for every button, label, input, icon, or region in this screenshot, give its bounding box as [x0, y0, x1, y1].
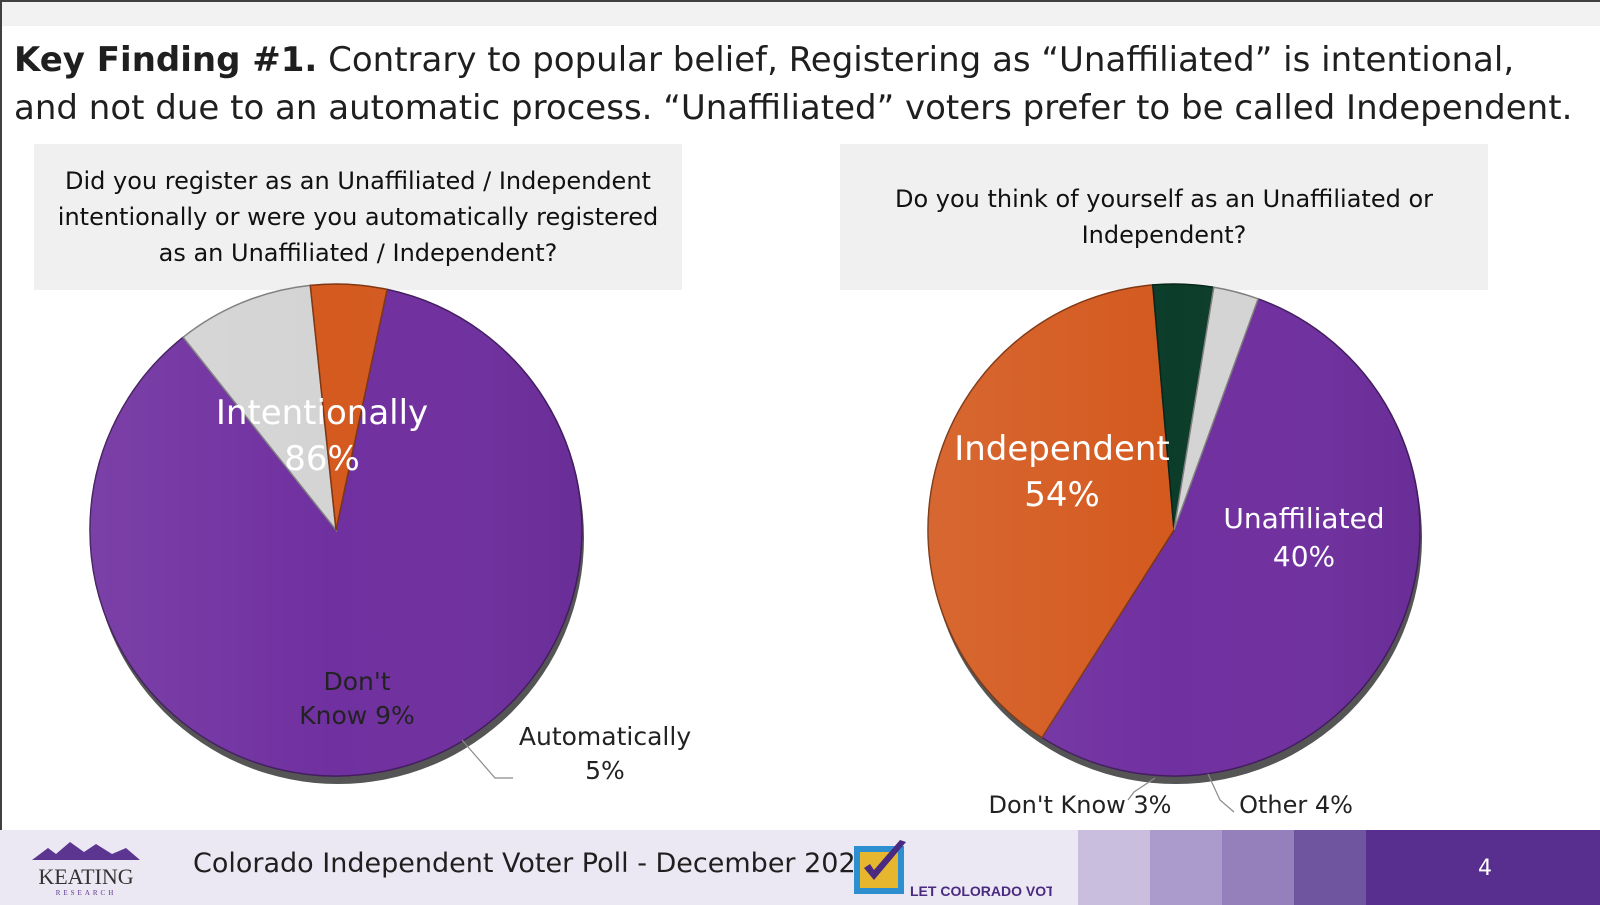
top-strip [0, 0, 1600, 26]
slice-label-don-t-know: Don't Know 9% [299, 667, 415, 730]
slide-edge [0, 0, 2, 905]
keating-logo-text: KEATING [38, 864, 133, 889]
footer: KEATING RESEARCH Colorado Independent Vo… [0, 830, 1600, 905]
title-rest: Contrary to popular belief, Registering … [14, 40, 1573, 128]
checkmark-icon [864, 840, 906, 880]
leader-line [1127, 777, 1156, 801]
footer-block [1222, 830, 1294, 905]
footer-color-blocks [1078, 830, 1600, 905]
leader-line [461, 739, 513, 779]
footer-block [1366, 830, 1600, 905]
poll-name: Colorado Independent Voter Poll - Decemb… [193, 848, 873, 879]
footer-block [1294, 830, 1366, 905]
footer-block [1078, 830, 1150, 905]
keating-research-logo: KEATING RESEARCH [32, 842, 140, 897]
page-number: 4 [1478, 856, 1492, 881]
question-left: Did you register as an Unaffiliated / In… [34, 144, 682, 290]
slide-title: Key Finding #1. Contrary to popular beli… [14, 36, 1584, 132]
pie-sheen [90, 284, 582, 776]
lcv-logo-text: LET COLORADO VOTE [910, 883, 1052, 899]
keating-sub-text: RESEARCH [56, 889, 117, 897]
pie-sheen [928, 284, 1420, 776]
slice-label-other: Other 4% [1239, 791, 1353, 819]
slice-label-unaffiliated: Unaffiliated 40% [1223, 502, 1384, 573]
question-right: Do you think of yourself as an Unaffilia… [840, 144, 1488, 290]
title-bold: Key Finding #1. [14, 40, 318, 80]
slice-label-don-t-know: Don't Know 3% [989, 791, 1172, 819]
let-colorado-vote-logo: LET COLORADO VOTE [854, 840, 1052, 899]
footer-block [1150, 830, 1222, 905]
slice-label-automatically: Automatically 5% [519, 722, 691, 785]
slice-label-independent: Independent 54% [954, 429, 1170, 515]
slice-label-intentionally: Intentionally 86% [216, 393, 428, 479]
pie-charts: Intentionally 86% Don't Know 9% Automaticall… [89, 283, 1422, 819]
leader-line [1207, 773, 1235, 813]
